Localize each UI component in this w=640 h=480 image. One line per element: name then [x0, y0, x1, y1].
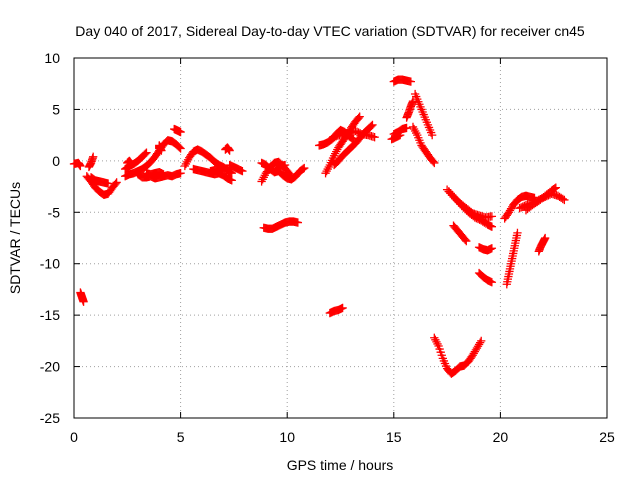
data-point [225, 146, 234, 155]
data-point [89, 152, 98, 161]
data-point [437, 351, 446, 360]
data-point [352, 127, 362, 136]
x-tick-labels: 0 5 10 15 20 25 [70, 429, 615, 445]
data-point [103, 179, 113, 188]
data-point [330, 133, 339, 142]
axis-ticks [73, 57, 608, 419]
plot-frame [73, 57, 608, 419]
data-point [157, 146, 166, 155]
data-point [473, 214, 483, 224]
y-tick-label: -25 [40, 410, 60, 426]
y-tick-label: 5 [52, 101, 60, 117]
data-point [518, 202, 527, 211]
data-point [541, 233, 550, 243]
data-point [370, 133, 379, 142]
y-tick-label: -5 [48, 204, 61, 220]
x-tick-label: 25 [599, 429, 615, 445]
data-point [551, 183, 560, 192]
data-point [402, 123, 411, 133]
data-point [354, 128, 363, 137]
data-point [436, 348, 445, 357]
data-point [487, 212, 497, 221]
data-point [354, 113, 363, 123]
data-point [219, 163, 228, 173]
data-point [367, 121, 376, 131]
y-tick-labels: -25 -20 -15 -10 -5 0 5 10 [40, 50, 60, 426]
data-point [300, 163, 309, 173]
data-point [355, 112, 364, 121]
grid [74, 58, 607, 418]
data-point [351, 126, 360, 136]
x-tick-label: 20 [493, 429, 509, 445]
y-tick-label: -15 [40, 307, 60, 323]
data-point [159, 170, 168, 179]
data-point [434, 341, 443, 351]
data-point [176, 169, 185, 178]
data-point [111, 179, 120, 188]
data-point [430, 158, 439, 168]
data-point [429, 157, 438, 166]
data-point [515, 204, 524, 213]
y-axis-label: SDTVAR / TECUs [7, 182, 23, 294]
data-point [175, 143, 184, 152]
data-point [141, 149, 150, 158]
data-point [459, 203, 468, 212]
data-point [461, 205, 470, 214]
data-point [558, 194, 567, 204]
data-point [76, 161, 85, 171]
data-point [338, 303, 347, 313]
data-point [176, 144, 185, 153]
data-point [176, 127, 185, 137]
data-point [461, 235, 470, 244]
data-point [462, 236, 471, 246]
data-point [79, 297, 88, 306]
y-tick-label: -10 [40, 256, 60, 272]
y-tick-label: 10 [44, 50, 60, 66]
data-point [112, 178, 121, 187]
data-point [142, 148, 151, 157]
chart-title: Day 040 of 2017, Sidereal Day-to-day VTE… [75, 23, 585, 39]
data-point [457, 201, 467, 211]
data-point [368, 120, 377, 130]
data-point [238, 166, 247, 176]
data-point [487, 244, 497, 253]
data-point [356, 129, 365, 138]
x-tick-label: 0 [70, 429, 78, 445]
data-points [69, 75, 569, 378]
data-point [435, 344, 444, 354]
data-point [517, 203, 526, 212]
y-tick-label: -20 [40, 359, 60, 375]
data-point [470, 213, 479, 222]
data-point [487, 222, 497, 231]
data-point [513, 228, 522, 238]
data-point [550, 184, 559, 193]
data-point [560, 195, 569, 205]
data-point [299, 164, 308, 173]
x-tick-label: 5 [177, 429, 185, 445]
data-point [280, 160, 290, 170]
data-point [477, 336, 486, 346]
data-point [396, 130, 405, 140]
x-tick-label: 15 [386, 429, 402, 445]
data-point [227, 176, 236, 185]
data-point [406, 77, 416, 86]
x-tick-label: 10 [279, 429, 295, 445]
data-point [227, 169, 236, 178]
data-point [293, 218, 303, 227]
data-point [472, 214, 481, 223]
x-axis-label: GPS time / hours [287, 457, 394, 473]
data-point [428, 130, 437, 140]
data-point [487, 278, 497, 287]
data-point [226, 168, 235, 177]
y-tick-label: 0 [52, 153, 60, 169]
